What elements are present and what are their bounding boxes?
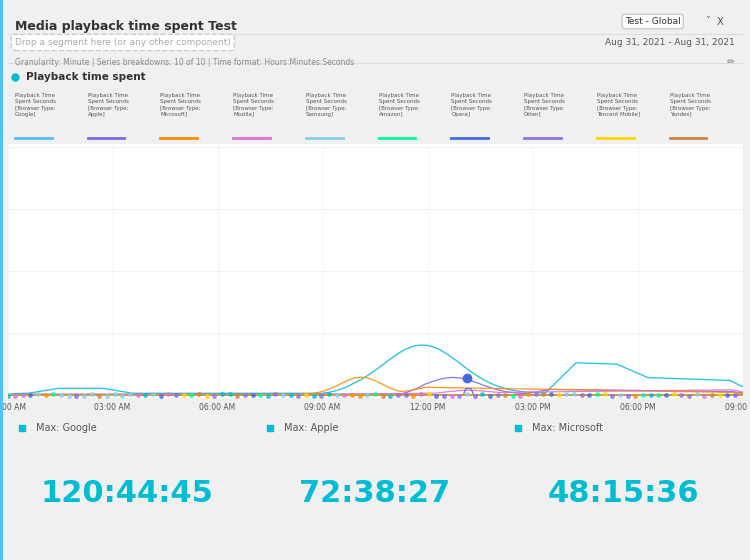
- Text: Granularity: Minute | Series breakdowns: 10 of 10 | Time format: Hours:Minutes:S: Granularity: Minute | Series breakdowns:…: [15, 58, 354, 67]
- Text: Playback Time
Spent Seconds
[Browser Type:
Tencent Mobile]: Playback Time Spent Seconds [Browser Typ…: [597, 93, 640, 116]
- Text: Playback Time
Spent Seconds
[Browser Type:
Samsung]: Playback Time Spent Seconds [Browser Typ…: [306, 93, 347, 116]
- Text: Media playback time spent Test: Media playback time spent Test: [15, 20, 237, 32]
- Text: Playback Time
Spent Seconds
[Browser Type:
Yandex]: Playback Time Spent Seconds [Browser Typ…: [670, 93, 710, 116]
- Text: Playback Time
Spent Seconds
[Browser Type:
Google]: Playback Time Spent Seconds [Browser Typ…: [15, 93, 55, 116]
- Text: Max: Google: Max: Google: [36, 423, 97, 433]
- Text: ˇ  X: ˇ X: [706, 17, 724, 27]
- Text: Playback time spent: Playback time spent: [26, 72, 146, 82]
- Text: 120:44:45: 120:44:45: [40, 479, 213, 508]
- Text: Max: Apple: Max: Apple: [284, 423, 339, 433]
- Text: Playback Time
Spent Seconds
[Browser Type:
Amazon]: Playback Time Spent Seconds [Browser Typ…: [379, 93, 419, 116]
- Text: Drop a segment here (or any other component): Drop a segment here (or any other compon…: [15, 38, 231, 47]
- Text: 72:38:27: 72:38:27: [299, 479, 451, 508]
- Text: Playback Time
Spent Seconds
[Browser Type:
Microsoft]: Playback Time Spent Seconds [Browser Typ…: [160, 93, 201, 116]
- Text: Playback Time
Spent Seconds
[Browser Type:
Opera]: Playback Time Spent Seconds [Browser Typ…: [452, 93, 492, 116]
- Text: Test - Global: Test - Global: [625, 17, 681, 26]
- Text: Playback Time
Spent Seconds
[Browser Type:
Other]: Playback Time Spent Seconds [Browser Typ…: [524, 93, 565, 116]
- Text: Aug 31, 2021 - Aug 31, 2021: Aug 31, 2021 - Aug 31, 2021: [605, 38, 735, 47]
- Text: 48:15:36: 48:15:36: [548, 479, 699, 508]
- Text: ✏: ✏: [727, 57, 735, 67]
- Text: Playback Time
Spent Seconds
[Browser Type:
Apple]: Playback Time Spent Seconds [Browser Typ…: [88, 93, 128, 116]
- Text: Max: Microsoft: Max: Microsoft: [532, 423, 604, 433]
- Text: Playback Time
Spent Seconds
[Browser Type:
Mozilla]: Playback Time Spent Seconds [Browser Typ…: [233, 93, 274, 116]
